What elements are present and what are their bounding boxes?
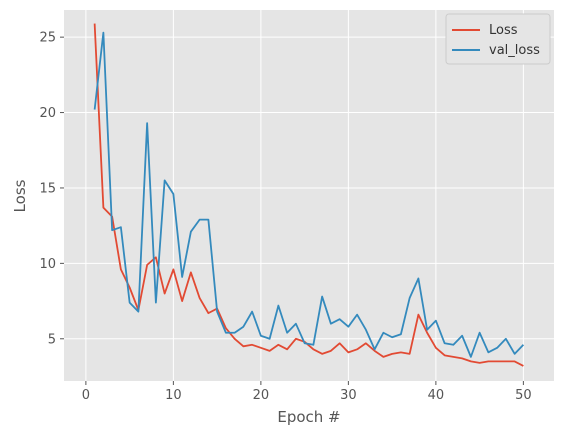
legend-label-val-loss: val_loss [489,43,540,58]
x-tick-label: 20 [253,388,270,403]
legend-box [445,13,551,65]
y-tick-label: 25 [39,31,56,46]
series-line-val-loss [93,31,525,358]
x-tick-label: 0 [82,388,90,403]
x-axis-label: Epoch # [277,408,340,426]
x-tick-label: 40 [428,388,445,403]
legend: Loss val_loss [445,13,551,65]
x-tick-label: 30 [340,388,357,403]
y-tick-label: 20 [39,106,56,121]
y-tick-label: 5 [48,332,56,347]
y-tick-label: 15 [39,181,56,196]
y-axis-ticks: 5 10 15 20 25 [39,31,64,347]
legend-label-loss: Loss [489,23,518,38]
x-axis-ticks: 0 10 20 30 40 50 [82,381,532,403]
x-tick-label: 50 [515,388,532,403]
y-axis-label: Loss [11,179,29,212]
x-tick-label: 10 [165,388,182,403]
grid-lines [64,10,554,381]
series-line-loss [93,23,524,367]
series-lines [93,23,525,367]
plot-area [64,10,554,381]
y-tick-label: 10 [39,257,56,272]
